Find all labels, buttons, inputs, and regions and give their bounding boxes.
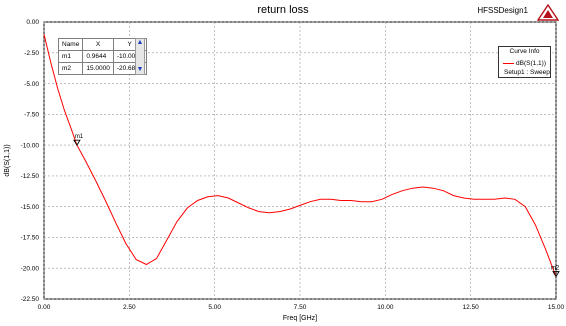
scroll-down-icon[interactable]: ▼ — [136, 66, 144, 73]
marker-row: m1 0.9644 -10.0024 — [57, 50, 147, 63]
x-tick-label: 7.50 — [294, 304, 307, 311]
marker-label: m1 — [75, 134, 84, 140]
y-tick-label: -20.00 — [21, 265, 40, 272]
chart-title: return loss — [257, 4, 309, 16]
marker-table: Name X Y m1 0.9644 -10.0024 m2 15.0000 -… — [57, 38, 147, 75]
y-tick-label: -2.50 — [24, 50, 39, 57]
marker-header-name: Name — [57, 38, 84, 51]
marker-name: m1 — [57, 50, 84, 63]
marker-table-scrollbar[interactable]: ▲ ▼ — [135, 38, 145, 75]
legend-sub: Setup1 : Sweep — [504, 69, 550, 76]
marker-triangle — [73, 139, 81, 147]
y-tick-label: -10.00 — [21, 142, 40, 149]
series-line — [43, 34, 557, 277]
x-tick-label: 5.00 — [208, 304, 221, 311]
x-axis-label: Freq [GHz] — [283, 315, 317, 322]
marker-header-x: X — [82, 38, 114, 51]
design-name: HFSSDesign1 — [477, 6, 528, 15]
marker-x: 15.0000 — [82, 62, 114, 75]
legend-swatch — [503, 62, 514, 64]
x-tick-label: 2.50 — [123, 304, 136, 311]
marker-x: 0.9644 — [82, 50, 114, 63]
y-tick-label: -15.00 — [21, 204, 40, 211]
marker-triangle — [552, 271, 560, 278]
y-tick-label: 0.00 — [26, 19, 39, 26]
y-tick-label: -17.50 — [21, 235, 40, 242]
x-tick-label: 12.50 — [463, 304, 480, 311]
legend-entry-label: dB(S(1,1)) — [516, 60, 546, 67]
legend: Curve Info dB(S(1,1)) Setup1 : Sweep — [498, 46, 551, 78]
legend-title: Curve Info — [509, 48, 540, 55]
y-axis-label: dB(S(1,1)) — [4, 144, 11, 176]
x-tick-label: 15.00 — [548, 304, 565, 311]
marker-row: m2 15.0000 -20.6831 — [57, 62, 147, 75]
y-tick-label: -7.50 — [24, 112, 39, 119]
marker-name: m2 — [57, 62, 84, 75]
x-tick-label: 0.00 — [38, 304, 51, 311]
y-tick-label: -22.50 — [21, 296, 40, 303]
scroll-up-icon[interactable]: ▲ — [136, 39, 144, 46]
marker-table-header: Name X Y — [57, 38, 147, 51]
x-tick-label: 10.00 — [377, 304, 394, 311]
y-tick-label: -12.50 — [21, 173, 40, 180]
y-tick-label: -5.00 — [24, 81, 39, 88]
legend-entry: dB(S(1,1)) — [503, 60, 546, 67]
ansys-logo-icon — [537, 4, 559, 21]
marker-label: m2 — [551, 266, 560, 272]
